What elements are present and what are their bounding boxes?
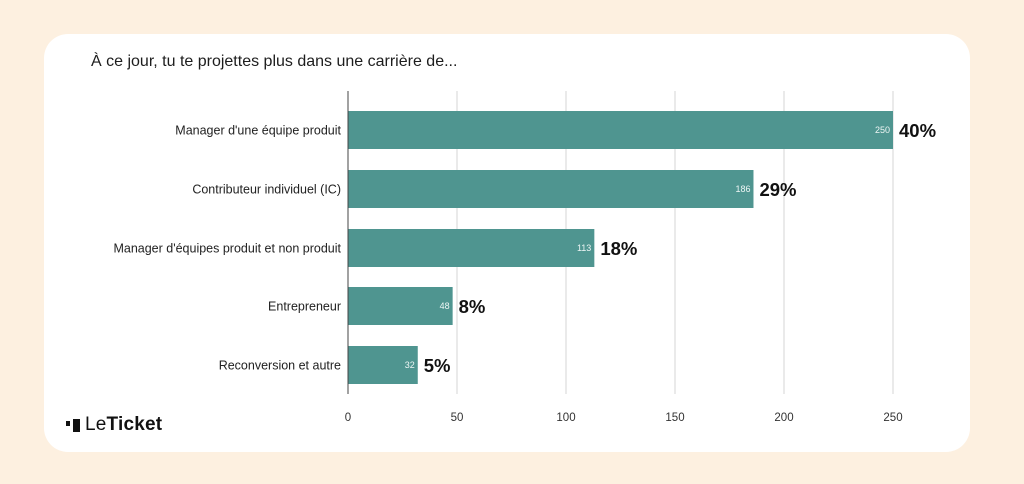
category-label: Manager d'équipes produit et non produit — [113, 242, 341, 256]
category-label: Contributeur individuel (IC) — [192, 183, 341, 197]
bar — [348, 346, 418, 384]
bar-value-label: 250 — [875, 125, 890, 135]
category-label: Reconversion et autre — [219, 359, 341, 373]
x-tick-label: 0 — [345, 412, 351, 424]
percent-label: 5% — [424, 355, 451, 376]
leticket-logo: LeTicket — [66, 414, 162, 436]
leticket-logo-icon — [66, 418, 80, 432]
brand-name: LeTicket — [85, 414, 163, 435]
bar — [348, 229, 595, 267]
bar-chart: 0 50 100 150 200 250 Manager d'une équipe prod… — [113, 91, 936, 424]
category-label: Manager d'une équipe produit — [175, 124, 341, 138]
percent-label: 8% — [459, 296, 486, 317]
x-tick-label: 50 — [451, 412, 464, 424]
bar-value-label: 32 — [405, 360, 415, 370]
bar-value-label: 186 — [735, 184, 750, 194]
percent-label: 40% — [899, 120, 936, 141]
bar-value-label: 113 — [577, 243, 591, 253]
percent-label: 18% — [600, 238, 637, 259]
x-tick-label: 150 — [665, 412, 684, 424]
bar — [348, 170, 754, 208]
percent-label: 29% — [759, 179, 796, 200]
x-tick-label: 100 — [556, 412, 575, 424]
x-tick-label: 200 — [774, 412, 793, 424]
bar — [348, 287, 453, 325]
bar — [348, 111, 893, 149]
chart-title: À ce jour, tu te projettes plus dans une… — [91, 53, 458, 70]
x-tick-label: 250 — [883, 412, 902, 424]
bar-value-label: 48 — [440, 301, 450, 311]
chart-card: À ce jour, tu te projettes plus dans une… — [44, 34, 970, 452]
category-label: Entrepreneur — [268, 300, 341, 314]
